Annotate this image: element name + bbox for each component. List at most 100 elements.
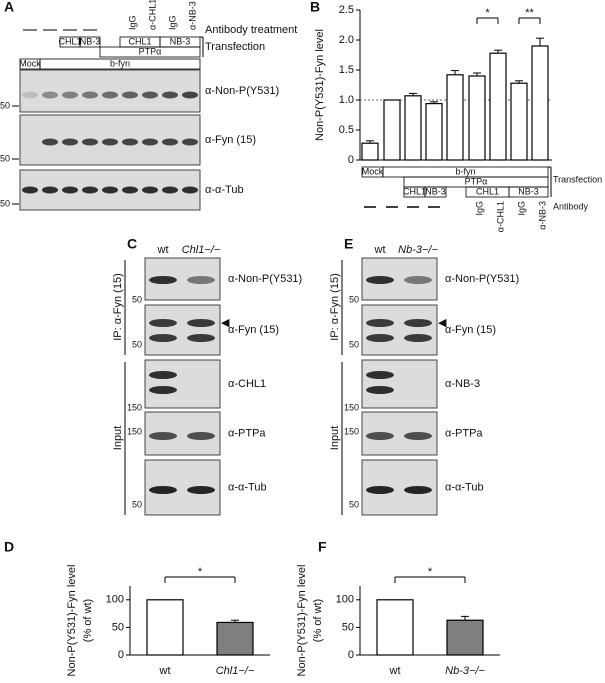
label: α-α-Tub — [445, 481, 484, 493]
label: IgG — [474, 201, 484, 216]
bar — [216, 621, 254, 656]
label: Input — [329, 426, 341, 450]
bar — [446, 74, 464, 161]
y-tick-label: 1.5 — [339, 64, 354, 76]
band — [142, 138, 158, 146]
label: Antibody — [553, 201, 589, 211]
blot — [361, 304, 438, 356]
label-box — [39, 58, 201, 70]
bar — [468, 75, 486, 161]
y-axis-label: (% of wt) — [312, 599, 324, 642]
label: CHL1 — [58, 36, 81, 46]
label: Antibody treatment — [205, 24, 297, 36]
label-box — [159, 36, 201, 48]
x-tick-label: wt — [389, 665, 401, 677]
y-tick-label: 2.5 — [339, 4, 354, 16]
band — [62, 138, 78, 146]
band — [366, 276, 394, 284]
significance: * — [485, 7, 490, 19]
label: NB-3 — [80, 36, 101, 46]
label: Chl1−/− — [182, 244, 221, 256]
label: α-α-Tub — [205, 184, 244, 196]
label: 50 — [132, 294, 142, 304]
band — [162, 186, 178, 194]
band — [42, 138, 58, 146]
label: 150 — [344, 426, 359, 436]
bar — [510, 82, 528, 161]
label: IgG — [516, 201, 526, 216]
band — [404, 432, 432, 440]
label: α-NB-3 — [187, 1, 197, 30]
label-box — [79, 36, 101, 48]
label: α-NB-3 — [537, 201, 547, 230]
band — [122, 138, 138, 146]
x-tick-label: Nb-3−/− — [445, 665, 485, 677]
label: PTPα — [465, 176, 488, 186]
band — [187, 319, 215, 327]
y-tick-label: 0 — [348, 154, 354, 166]
bar — [425, 102, 443, 161]
label: F — [318, 539, 327, 555]
band — [149, 319, 177, 327]
label: α-Fyn (15) — [228, 324, 279, 336]
label: C — [127, 236, 137, 252]
band — [42, 186, 58, 194]
label: 50 — [0, 100, 10, 110]
label: α-Non-P(Y531) — [205, 85, 279, 97]
blot — [144, 304, 221, 356]
band — [142, 91, 158, 99]
y-tick-label: 50 — [112, 621, 124, 633]
band — [149, 334, 177, 342]
label: α-α-Tub — [228, 481, 267, 493]
label: α-CHL1 — [147, 0, 157, 30]
label: 150 — [127, 426, 142, 436]
arrowhead: ◀ — [438, 317, 447, 329]
band — [82, 91, 98, 99]
label: b-fyn — [110, 58, 130, 68]
bar — [146, 599, 184, 656]
y-tick-label: 100 — [336, 594, 354, 606]
band — [102, 186, 118, 194]
y-tick-label: 50 — [342, 621, 354, 633]
band — [62, 186, 78, 194]
bar — [531, 45, 549, 161]
label: α-PTPa — [445, 427, 483, 439]
significance: * — [198, 566, 203, 578]
band — [149, 432, 177, 440]
y-tick-label: 2.0 — [339, 34, 354, 46]
label: α-Fyn (15) — [445, 324, 496, 336]
label: α-NB-3 — [445, 378, 480, 390]
label: α-Fyn (15) — [205, 134, 256, 146]
x-tick-label: Chl1−/− — [216, 665, 255, 677]
y-tick-label: 0 — [118, 649, 124, 661]
y-tick-label: 0.5 — [339, 124, 354, 136]
blot — [144, 359, 221, 409]
arrowhead: ◀ — [221, 317, 230, 329]
band — [182, 138, 198, 146]
blot — [361, 359, 438, 409]
label: Mock — [19, 58, 41, 68]
band — [62, 91, 78, 99]
label: α-PTPa — [228, 427, 266, 439]
significance: ** — [525, 7, 534, 19]
band — [162, 138, 178, 146]
label: Mock — [362, 166, 384, 176]
band — [22, 186, 38, 194]
band — [142, 186, 158, 194]
label-box — [424, 186, 447, 198]
label: Nb-3−/− — [398, 244, 438, 256]
blot — [19, 69, 201, 113]
band — [366, 371, 394, 379]
bar — [489, 52, 507, 161]
band — [22, 91, 38, 99]
label: α-CHL1 — [495, 201, 505, 232]
label: 50 — [0, 198, 10, 208]
label: wt — [157, 244, 169, 256]
band — [187, 276, 215, 284]
band — [182, 186, 198, 194]
label: 50 — [132, 499, 142, 509]
band — [404, 319, 432, 327]
significance: * — [428, 566, 433, 578]
bar — [404, 95, 422, 161]
